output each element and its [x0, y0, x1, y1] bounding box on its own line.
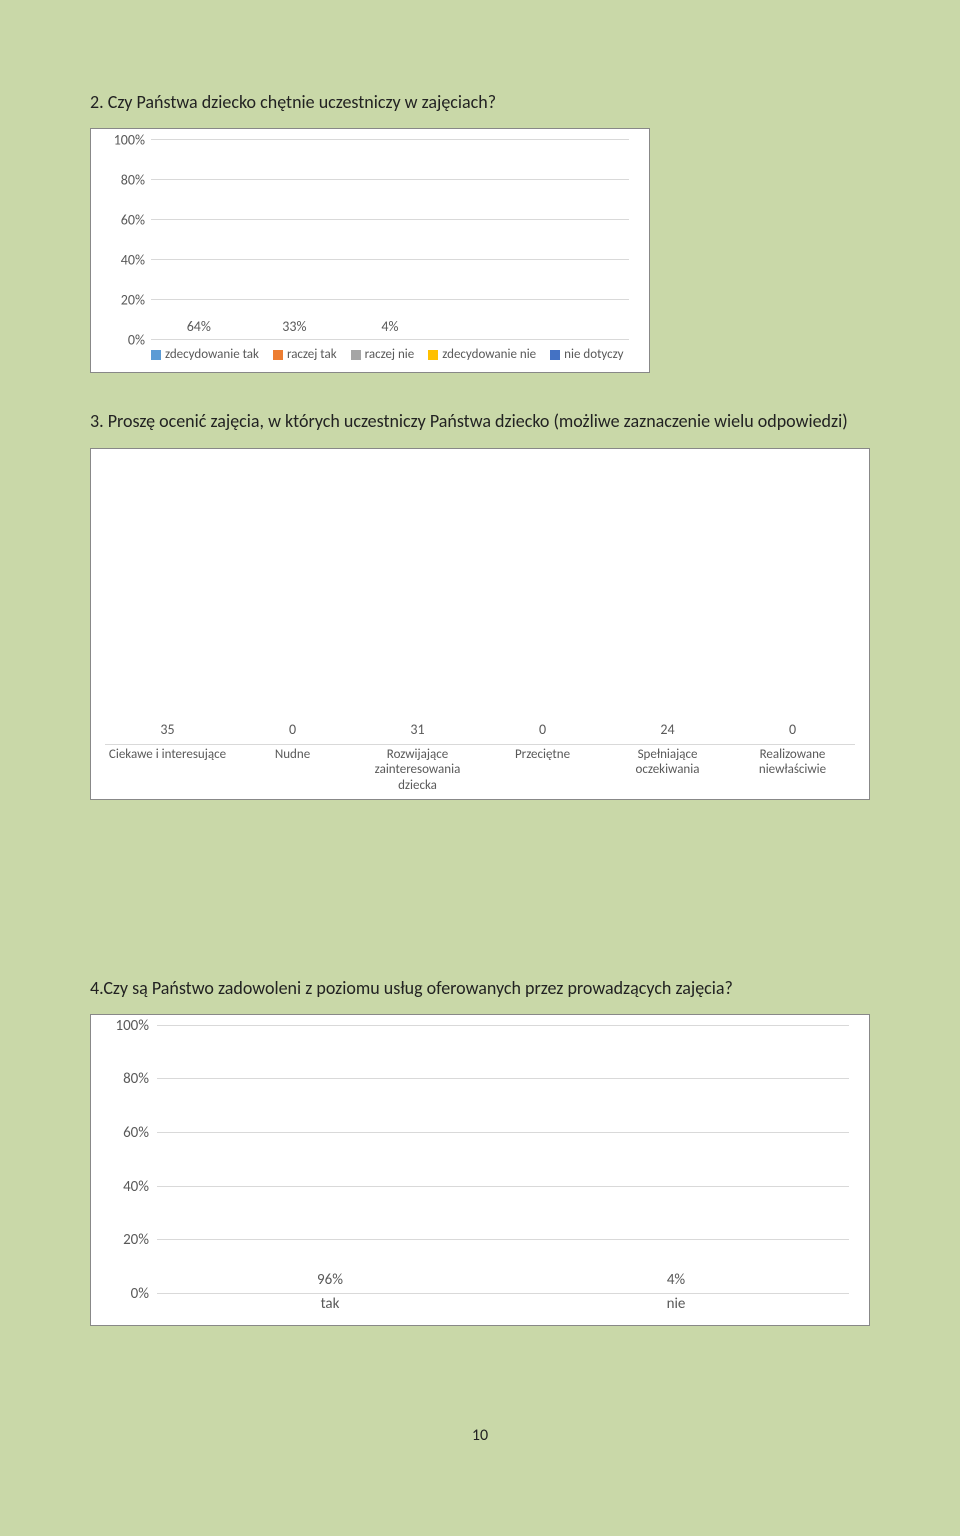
x-tick-label: Spełniające oczekiwania — [605, 745, 730, 789]
bar-column: 0 — [730, 721, 855, 744]
gridline: 0% — [151, 339, 629, 340]
x-tick-label: Ciekawe i interesujące — [105, 745, 230, 789]
x-tick-label: Nudne — [230, 745, 355, 789]
bar-column: 0 — [480, 721, 605, 744]
y-tick-label: 0% — [128, 332, 151, 349]
gridline: 0% — [157, 1293, 849, 1294]
x-tick-label: Przeciętne — [480, 745, 605, 789]
y-tick-label: 80% — [123, 1070, 157, 1088]
bar-column: 64% — [151, 318, 247, 339]
bar-column — [438, 335, 534, 339]
bar-value-label: 96% — [317, 1271, 343, 1289]
y-tick-label: 100% — [115, 1017, 157, 1035]
bar-value-label: 4% — [667, 1271, 685, 1289]
legend-item: nie dotyczy — [550, 347, 623, 362]
legend-swatch — [273, 350, 283, 360]
legend-item: zdecydowanie tak — [151, 347, 259, 362]
y-tick-label: 40% — [121, 252, 151, 269]
bar-column — [533, 335, 629, 339]
legend-item: zdecydowanie nie — [428, 347, 536, 362]
x-tick-label: nie — [503, 1295, 849, 1315]
y-tick-label: 40% — [123, 1178, 157, 1196]
bar-column: 31 — [355, 721, 480, 744]
y-tick-label: 80% — [121, 172, 151, 189]
legend-swatch — [550, 350, 560, 360]
y-tick-label: 0% — [131, 1285, 157, 1303]
q3-title: 3. Proszę ocenić zajęcia, w których ucze… — [90, 409, 870, 433]
legend-swatch — [428, 350, 438, 360]
q2-chart: 0% 20% 40% 60% 80% 100% 64% 33% 4% zdecydowanie… — [90, 128, 650, 373]
bar-column: 4% — [342, 318, 438, 339]
legend-item: raczej tak — [273, 347, 337, 362]
bar-value-label: 4% — [381, 318, 398, 335]
y-tick-label: 20% — [123, 1231, 157, 1249]
bar-value-label: 33% — [282, 318, 306, 335]
legend-item: raczej nie — [351, 347, 415, 362]
y-tick-label: 100% — [114, 132, 151, 149]
bar-column: 35 — [105, 721, 230, 744]
y-tick-label: 60% — [123, 1124, 157, 1142]
bar-value-label: 64% — [187, 318, 211, 335]
bar-value-label: 31 — [410, 721, 424, 738]
bar-value-label: 24 — [660, 721, 674, 738]
legend-swatch — [151, 350, 161, 360]
q3-chart: 35 0 31 0 24 0 Ciekawe i interesująceNudneRoz… — [90, 448, 870, 800]
bar-value-label: 0 — [289, 721, 296, 738]
bar-value-label: 0 — [539, 721, 546, 738]
bar-value-label: 0 — [789, 721, 796, 738]
x-tick-label: Realizowane niewłaściwie — [730, 745, 855, 789]
y-tick-label: 20% — [121, 292, 151, 309]
bar-value-label: 35 — [160, 721, 174, 738]
bar-column: 4% — [503, 1271, 849, 1293]
y-tick-label: 60% — [121, 212, 151, 229]
spacer — [90, 836, 870, 976]
x-tick-label: Rozwijające zainteresowania dziecka — [355, 745, 480, 789]
page-number: 10 — [90, 1426, 870, 1445]
q2-legend: zdecydowanie tak raczej tak raczej nie zdec… — [151, 347, 639, 362]
page: 2. Czy Państwa dziecko chętnie uczestnic… — [0, 0, 960, 1485]
bar-column: 33% — [247, 318, 343, 339]
bar-column: 0 — [230, 721, 355, 744]
q4-title: 4.Czy są Państwo zadowoleni z poziomu us… — [90, 976, 870, 1000]
bar-column: 24 — [605, 721, 730, 744]
x-tick-label: tak — [157, 1295, 503, 1315]
bar-column: 96% — [157, 1271, 503, 1293]
q4-chart: 0% 20% 40% 60% 80% 100% 96% 4% taknie — [90, 1014, 870, 1326]
legend-swatch — [351, 350, 361, 360]
q2-title: 2. Czy Państwa dziecko chętnie uczestnic… — [90, 90, 870, 114]
